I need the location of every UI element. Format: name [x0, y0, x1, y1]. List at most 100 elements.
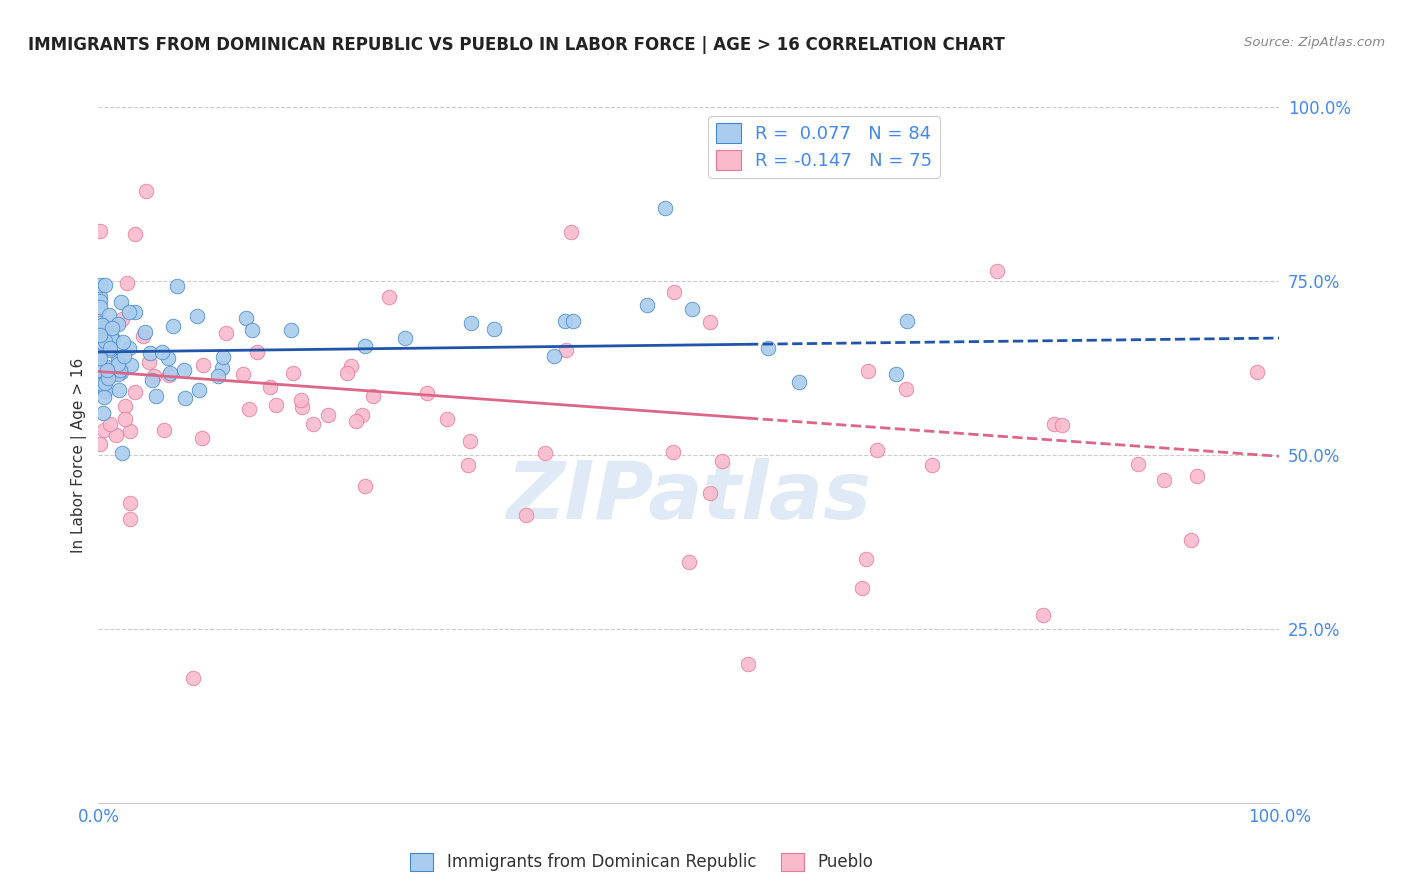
- Point: [162, 318, 184, 333]
- Point: [89, 351, 111, 366]
- Point: [458, 434, 481, 448]
- Point: [90, 316, 112, 330]
- Point: [340, 359, 363, 374]
- Point: [378, 289, 401, 303]
- Point: [159, 366, 181, 380]
- Point: [291, 401, 314, 415]
- Point: [135, 184, 157, 198]
- Point: [132, 329, 155, 343]
- Point: [107, 367, 129, 381]
- Point: [636, 297, 658, 311]
- Point: [787, 375, 810, 389]
- Point: [737, 657, 759, 671]
- Point: [290, 393, 312, 408]
- Point: [460, 316, 482, 330]
- Point: [112, 350, 135, 364]
- Point: [93, 390, 115, 404]
- Point: [699, 486, 721, 500]
- Point: [89, 314, 111, 328]
- Point: [207, 369, 229, 384]
- Point: [699, 315, 721, 329]
- Point: [89, 278, 111, 293]
- Point: [865, 442, 887, 457]
- Point: [142, 368, 165, 383]
- Point: [1153, 473, 1175, 487]
- Legend: Immigrants from Dominican Republic, Pueblo: Immigrants from Dominican Republic, Pueb…: [404, 846, 880, 878]
- Point: [484, 321, 506, 335]
- Point: [124, 385, 146, 400]
- Point: [89, 224, 111, 238]
- Point: [110, 295, 132, 310]
- Point: [98, 341, 121, 355]
- Point: [181, 671, 204, 685]
- Point: [534, 445, 557, 459]
- Point: [681, 301, 703, 316]
- Point: [240, 323, 263, 337]
- Point: [98, 417, 121, 431]
- Point: [561, 314, 583, 328]
- Point: [1246, 365, 1268, 379]
- Point: [174, 392, 197, 406]
- Point: [186, 310, 208, 324]
- Point: [120, 424, 142, 438]
- Point: [89, 293, 111, 308]
- Point: [150, 344, 173, 359]
- Point: [1180, 533, 1202, 547]
- Point: [246, 344, 269, 359]
- Point: [190, 431, 212, 445]
- Point: [111, 446, 134, 460]
- Point: [120, 359, 142, 373]
- Point: [118, 341, 141, 355]
- Point: [89, 359, 111, 374]
- Point: [416, 386, 439, 401]
- Text: ZIPatlas: ZIPatlas: [506, 458, 872, 536]
- Point: [114, 399, 136, 413]
- Text: Source: ZipAtlas.com: Source: ZipAtlas.com: [1244, 36, 1385, 49]
- Point: [756, 341, 779, 355]
- Point: [89, 376, 111, 390]
- Y-axis label: In Labor Force | Age > 16: In Labor Force | Age > 16: [72, 358, 87, 552]
- Point: [105, 428, 128, 442]
- Point: [89, 360, 111, 375]
- Point: [235, 310, 257, 325]
- Point: [90, 363, 112, 377]
- Point: [986, 264, 1008, 278]
- Point: [89, 300, 111, 314]
- Point: [98, 343, 121, 357]
- Point: [336, 366, 359, 380]
- Point: [134, 326, 156, 340]
- Point: [1032, 607, 1054, 622]
- Point: [107, 357, 129, 371]
- Point: [91, 360, 114, 375]
- Point: [107, 352, 129, 367]
- Point: [232, 368, 254, 382]
- Point: [111, 312, 134, 326]
- Point: [193, 358, 215, 372]
- Point: [107, 317, 129, 331]
- Point: [100, 330, 122, 344]
- Point: [90, 339, 112, 353]
- Point: [855, 552, 877, 566]
- Point: [215, 326, 238, 341]
- Point: [711, 454, 734, 468]
- Point: [921, 458, 943, 472]
- Point: [157, 368, 180, 382]
- Point: [112, 334, 135, 349]
- Point: [89, 437, 111, 451]
- Point: [124, 227, 146, 241]
- Point: [101, 332, 124, 346]
- Point: [108, 363, 131, 377]
- Point: [91, 318, 114, 333]
- Point: [555, 343, 578, 357]
- Point: [100, 321, 122, 335]
- Point: [93, 334, 115, 348]
- Point: [89, 290, 111, 304]
- Point: [344, 414, 367, 428]
- Point: [266, 398, 288, 412]
- Point: [896, 314, 918, 328]
- Point: [115, 277, 138, 291]
- Point: [91, 406, 114, 420]
- Point: [188, 383, 211, 397]
- Point: [361, 389, 384, 403]
- Point: [173, 363, 195, 377]
